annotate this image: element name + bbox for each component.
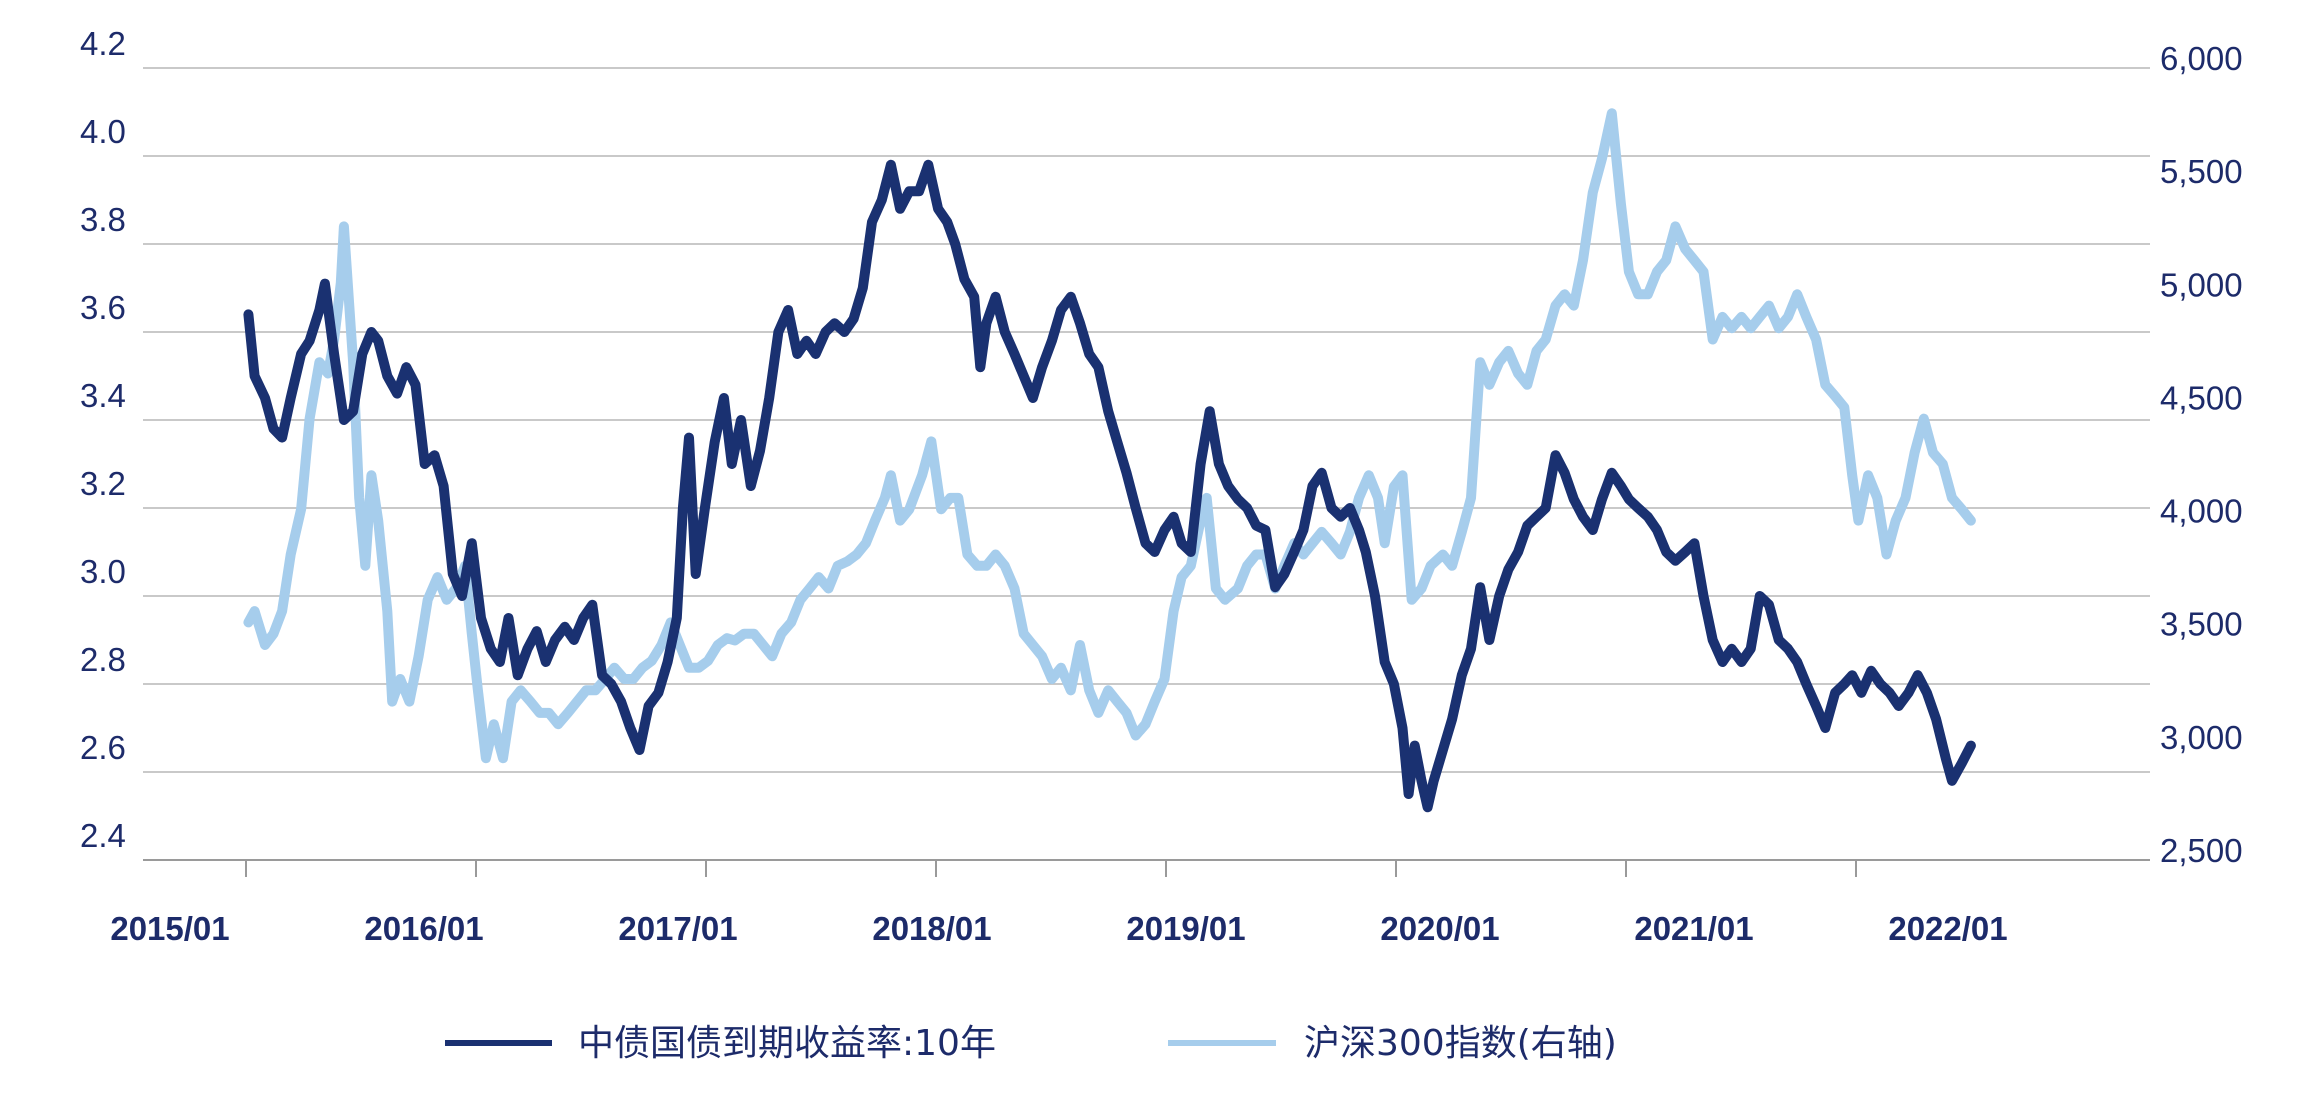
x-tick-label: 2019/01	[1126, 910, 1245, 947]
legend-label-csi300: 沪深300指数(右轴)	[1304, 1023, 1617, 1064]
x-tick-label: 2022/01	[1888, 910, 2007, 947]
x-axis: 2015/01 2016/01 2017/01 2018/01 2019/01 2020/…	[110, 859, 2150, 947]
left-y-tick-label: 3.0	[80, 553, 126, 590]
right-y-tick-label: 5,500	[2160, 153, 2243, 190]
x-tick-label: 2016/01	[364, 910, 483, 947]
left-y-tick-label: 4.2	[80, 25, 126, 62]
right-y-axis: 6,000 5,500 5,000 4,500 4,000 3,500 3,000 2,500	[2160, 40, 2243, 869]
right-y-tick-label: 2,500	[2160, 832, 2243, 869]
left-y-axis: 4.2 4.0 3.8 3.6 3.4 3.2 3.0 2.8 2.6 2.4	[80, 25, 126, 854]
x-tick-label: 2015/01	[110, 910, 229, 947]
right-y-tick-label: 3,500	[2160, 606, 2243, 643]
left-y-tick-label: 2.8	[80, 641, 126, 678]
left-y-tick-label: 3.6	[80, 289, 126, 326]
left-y-tick-label: 2.4	[80, 817, 126, 854]
right-y-tick-label: 3,000	[2160, 719, 2243, 756]
x-tick-label: 2018/01	[872, 910, 991, 947]
right-y-tick-label: 6,000	[2160, 40, 2243, 77]
right-y-tick-label: 5,000	[2160, 266, 2243, 303]
left-y-tick-label: 3.4	[80, 377, 126, 414]
left-y-tick-label: 3.8	[80, 201, 126, 238]
series-line-bond	[243, 159, 1976, 813]
x-tick-label: 2021/01	[1634, 910, 1753, 947]
right-y-tick-label: 4,500	[2160, 379, 2243, 416]
plot-area	[243, 108, 1976, 813]
left-y-tick-label: 4.0	[80, 113, 126, 150]
legend: 中债国债到期收益率:10年 沪深300指数(右轴)	[445, 1023, 1617, 1064]
x-tick-label: 2017/01	[618, 910, 737, 947]
series-line-csi300	[243, 108, 1976, 764]
x-tick-label: 2020/01	[1380, 910, 1499, 947]
left-y-tick-label: 2.6	[80, 729, 126, 766]
legend-label-bond: 中债国债到期收益率:10年	[578, 1023, 996, 1064]
right-y-tick-label: 4,000	[2160, 493, 2243, 530]
left-y-tick-label: 3.2	[80, 465, 126, 502]
